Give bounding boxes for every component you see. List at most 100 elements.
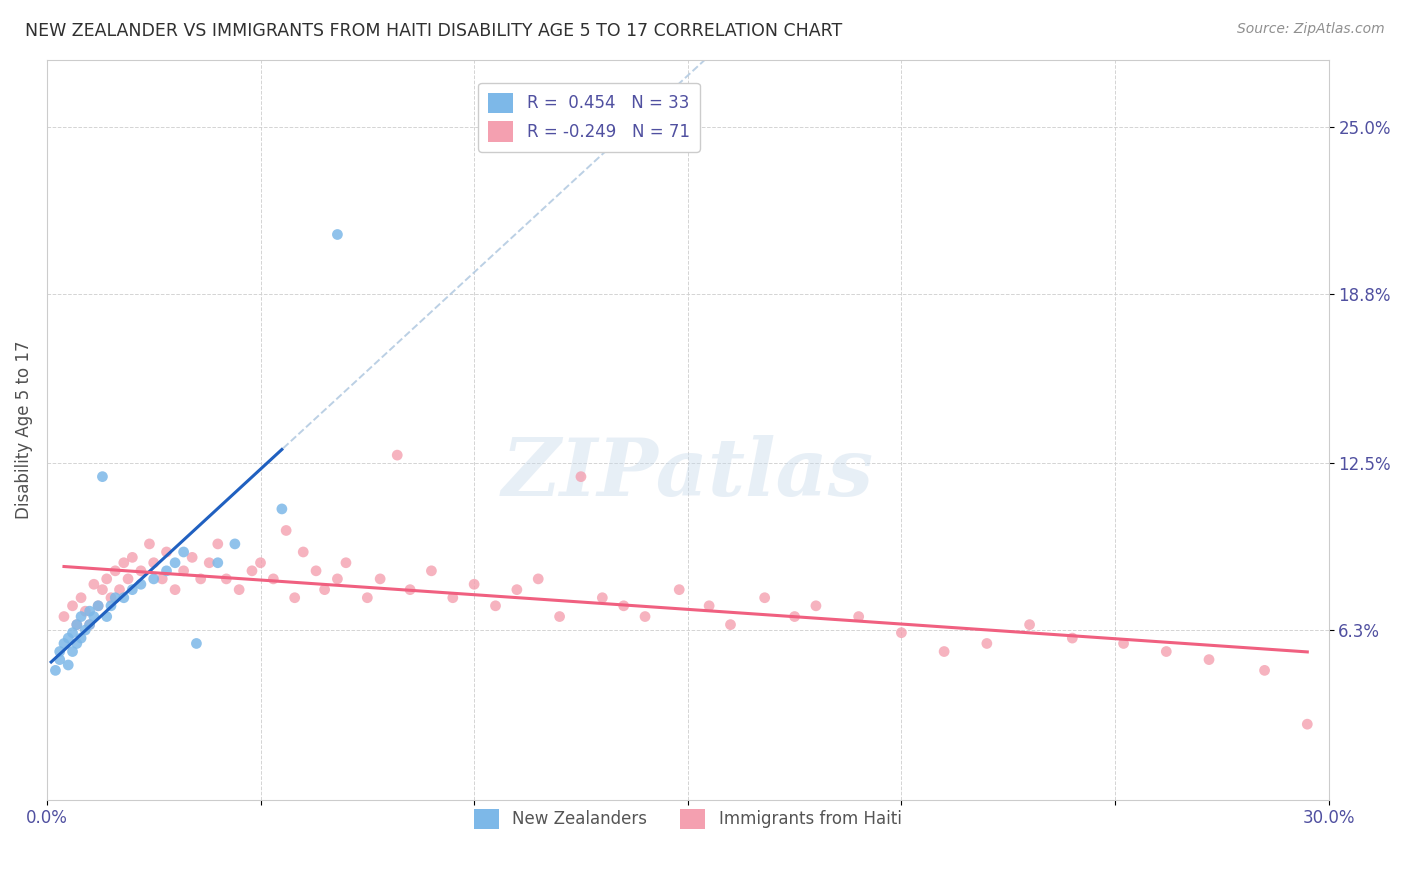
Text: NEW ZEALANDER VS IMMIGRANTS FROM HAITI DISABILITY AGE 5 TO 17 CORRELATION CHART: NEW ZEALANDER VS IMMIGRANTS FROM HAITI D… <box>25 22 842 40</box>
Point <box>198 556 221 570</box>
Point <box>207 556 229 570</box>
Point <box>112 556 135 570</box>
Point <box>53 636 76 650</box>
Point <box>79 604 101 618</box>
Point <box>186 636 208 650</box>
Point <box>284 591 307 605</box>
Point <box>1062 631 1084 645</box>
Point <box>1296 717 1319 731</box>
Point <box>228 582 250 597</box>
Point <box>100 599 122 613</box>
Point <box>190 572 212 586</box>
Point <box>117 572 139 586</box>
Point <box>96 609 118 624</box>
Point <box>138 537 160 551</box>
Point <box>100 591 122 605</box>
Point <box>720 617 742 632</box>
Point <box>91 582 114 597</box>
Point <box>121 550 143 565</box>
Point <box>292 545 315 559</box>
Point <box>66 617 89 632</box>
Point <box>87 599 110 613</box>
Point <box>104 591 127 605</box>
Point <box>48 652 70 666</box>
Point <box>634 609 657 624</box>
Point <box>96 572 118 586</box>
Point <box>83 609 105 624</box>
Point <box>754 591 776 605</box>
Point <box>129 564 152 578</box>
Point <box>165 556 187 570</box>
Point <box>79 617 101 632</box>
Legend: New Zealanders, Immigrants from Haiti: New Zealanders, Immigrants from Haiti <box>467 802 908 836</box>
Point <box>112 591 135 605</box>
Text: Source: ZipAtlas.com: Source: ZipAtlas.com <box>1237 22 1385 37</box>
Point <box>150 572 173 586</box>
Point <box>506 582 529 597</box>
Point <box>181 550 204 565</box>
Point <box>276 524 298 538</box>
Point <box>83 577 105 591</box>
Point <box>70 631 93 645</box>
Point <box>70 609 93 624</box>
Point <box>48 644 70 658</box>
Point <box>314 582 336 597</box>
Point <box>75 623 97 637</box>
Point <box>121 582 143 597</box>
Point <box>142 556 165 570</box>
Point <box>697 599 720 613</box>
Point <box>155 545 177 559</box>
Point <box>1156 644 1178 658</box>
Text: ZIPatlas: ZIPatlas <box>502 435 875 513</box>
Point <box>1253 664 1275 678</box>
Point <box>75 604 97 618</box>
Point <box>613 599 636 613</box>
Point <box>215 572 238 586</box>
Point <box>668 582 690 597</box>
Point <box>527 572 550 586</box>
Point <box>53 609 76 624</box>
Point <box>783 609 806 624</box>
Point <box>108 582 131 597</box>
Point <box>70 591 93 605</box>
Point <box>1198 652 1220 666</box>
Point <box>356 591 378 605</box>
Point <box>44 664 66 678</box>
Point <box>142 572 165 586</box>
Point <box>62 644 84 658</box>
Point <box>569 469 592 483</box>
Point <box>58 631 80 645</box>
Point <box>262 572 284 586</box>
Point <box>387 448 409 462</box>
Point <box>335 556 357 570</box>
Point <box>1018 617 1040 632</box>
Point <box>420 564 443 578</box>
Point <box>165 582 187 597</box>
Point <box>91 469 114 483</box>
Point <box>548 609 571 624</box>
Point <box>66 636 89 650</box>
Point <box>207 537 229 551</box>
Point <box>224 537 246 551</box>
Point <box>58 658 80 673</box>
Point <box>368 572 391 586</box>
Point <box>1112 636 1135 650</box>
Point <box>326 227 349 242</box>
Point <box>129 577 152 591</box>
Point <box>62 599 84 613</box>
Point <box>104 564 127 578</box>
Point <box>932 644 955 658</box>
Point <box>463 577 485 591</box>
Y-axis label: Disability Age 5 to 17: Disability Age 5 to 17 <box>15 341 32 519</box>
Point <box>87 599 110 613</box>
Point <box>976 636 998 650</box>
Point <box>270 502 292 516</box>
Point <box>249 556 271 570</box>
Point <box>62 625 84 640</box>
Point <box>591 591 613 605</box>
Point <box>155 564 177 578</box>
Point <box>399 582 422 597</box>
Point <box>804 599 827 613</box>
Point <box>240 564 263 578</box>
Point <box>441 591 464 605</box>
